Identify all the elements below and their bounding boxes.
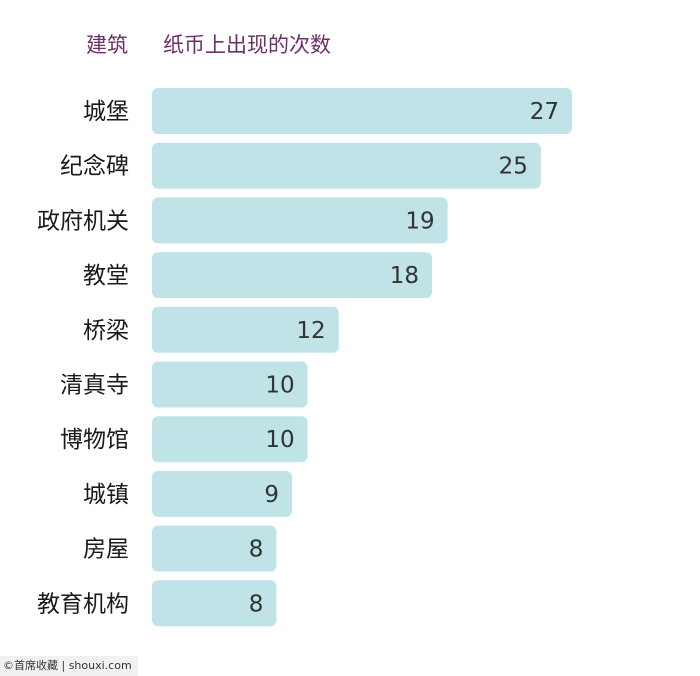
bar-7: [152, 416, 308, 463]
category-label-1: 城堡: [83, 99, 129, 125]
bar-5: [152, 306, 339, 353]
bar-3: [152, 197, 448, 244]
bars-group: 城堡 27 纪念碑 25 政府机关 19 教堂 18 桥梁 12 清真寺 10 博物馆 10 城镇 9 房屋 8 教…: [37, 88, 572, 627]
value-label-10: 8: [249, 591, 264, 617]
category-label-2: 纪念碑: [60, 154, 129, 180]
watermark: ©首席收藏 | shouxi.com: [0, 656, 138, 676]
value-label-2: 25: [499, 154, 528, 180]
value-label-7: 10: [265, 427, 294, 453]
category-label-6: 清真寺: [60, 373, 129, 399]
category-label-10: 教育机构: [37, 591, 129, 617]
value-label-8: 9: [264, 482, 279, 508]
category-label-9: 房屋: [83, 537, 129, 563]
category-label-5: 桥梁: [83, 318, 129, 344]
bar-8: [152, 470, 292, 517]
value-label-1: 27: [530, 99, 559, 125]
bar-10: [152, 580, 277, 627]
value-header: 纸币上出现的次数: [163, 33, 331, 57]
bar-6: [152, 361, 308, 408]
category-label-4: 教堂: [83, 263, 129, 289]
value-label-5: 12: [296, 318, 325, 344]
category-header: 建筑: [86, 33, 128, 57]
category-label-8: 城镇: [83, 482, 129, 508]
category-label-3: 政府机关: [37, 208, 129, 234]
value-label-9: 8: [249, 537, 264, 563]
value-label-3: 19: [405, 208, 434, 234]
value-label-6: 10: [265, 373, 294, 399]
bar-9: [152, 525, 277, 572]
bar-1: [152, 88, 572, 134]
category-label-7: 博物馆: [60, 427, 129, 453]
bar-2: [152, 142, 541, 189]
value-label-4: 18: [390, 263, 419, 289]
bar-4: [152, 252, 432, 299]
